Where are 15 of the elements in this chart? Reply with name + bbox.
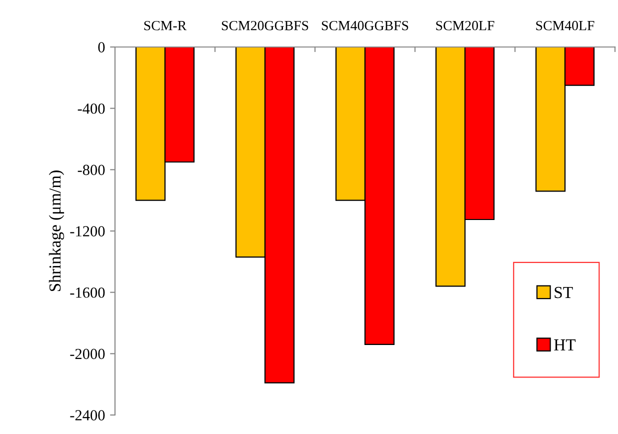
x-tick-label: SCM40GGBFS <box>322 20 408 30</box>
y-tick-label: -1200 <box>70 226 105 236</box>
legend-label: ST <box>554 286 573 298</box>
y-tick-label: -2000 <box>70 348 105 360</box>
x-tick-label: SCM20GGBFS <box>222 20 308 30</box>
y-tick-label: 0 <box>98 42 105 52</box>
y-tick-label: -400 <box>78 103 105 114</box>
x-tick-label: SCM-R <box>144 20 187 30</box>
y-tick-label: -800 <box>78 164 105 176</box>
y-tick-label: -1600 <box>70 287 105 298</box>
x-tick-label: SCM20LF <box>436 20 494 30</box>
y-axis-title: Shrinkage (μm/m) <box>48 170 64 292</box>
y-tick-label: -2400 <box>70 410 105 420</box>
legend-label: HT <box>554 339 576 350</box>
x-tick-label: SCM40LF <box>536 20 594 30</box>
